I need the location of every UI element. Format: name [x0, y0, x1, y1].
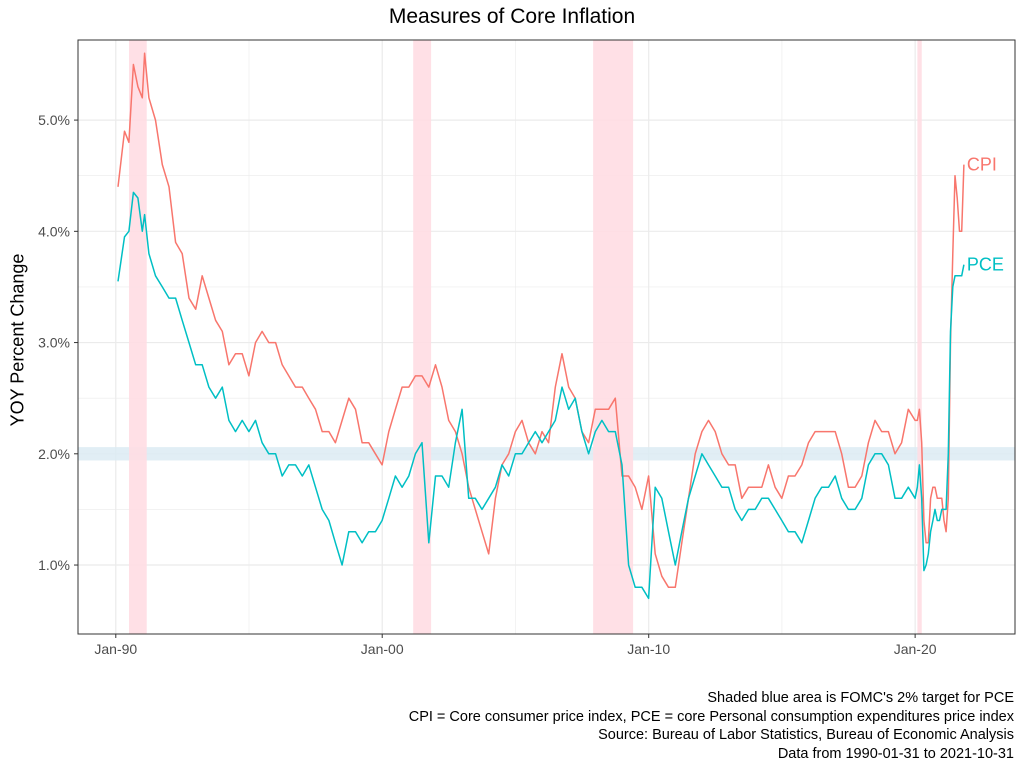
- chart-title: Measures of Core Inflation: [388, 5, 636, 28]
- caption-line: CPI = Core consumer price index, PCE = c…: [408, 708, 1014, 725]
- axis-layer: 1.0% 2.0% 3.0% 4.0% 5.0% Jan-90 Jan-00 Jan-10 Ja…: [38, 112, 937, 657]
- line-chart: CPI PCE 1.0% 2.0% 3.0% 4.0% 5.0% Jan-90 Jan-00 J…: [38, 39, 1016, 657]
- y-tick-label: 1.0%: [38, 557, 70, 573]
- y-tick-label: 4.0%: [38, 223, 70, 239]
- plot-border: [77, 39, 1016, 635]
- x-tick-label: Jan-10: [627, 641, 670, 657]
- y-tick-label: 2.0%: [38, 446, 70, 462]
- target-band: [78, 447, 1015, 461]
- recession-band: [917, 40, 922, 634]
- series-label-cpi: CPI: [967, 155, 997, 175]
- caption-line: Data from 1990-01-31 to 2021-10-31: [777, 745, 1014, 762]
- band-layer: [78, 40, 1015, 634]
- y-tick-label: 5.0%: [38, 112, 70, 128]
- x-tick-label: Jan-90: [94, 641, 137, 657]
- recession-band: [413, 40, 432, 634]
- y-tick-label: 3.0%: [38, 335, 70, 351]
- series-label-pce: PCE: [967, 255, 1004, 275]
- x-tick-label: Jan-20: [894, 641, 937, 657]
- label-layer: CPI PCE: [967, 155, 1004, 275]
- x-tick-label: Jan-00: [361, 641, 404, 657]
- grid-layer: [78, 40, 1015, 634]
- series-line-pce: [117, 191, 965, 600]
- caption-line: Shaded blue area is FOMC's 2% target for…: [707, 690, 1014, 706]
- series-line-cpi: [117, 52, 965, 589]
- recession-band: [128, 40, 147, 634]
- caption-line: Source: Bureau of Labor Statistics, Bure…: [598, 727, 1014, 743]
- caption-block: Shaded blue area is FOMC's 2% target for…: [409, 689, 1014, 763]
- series-layer: [117, 52, 965, 600]
